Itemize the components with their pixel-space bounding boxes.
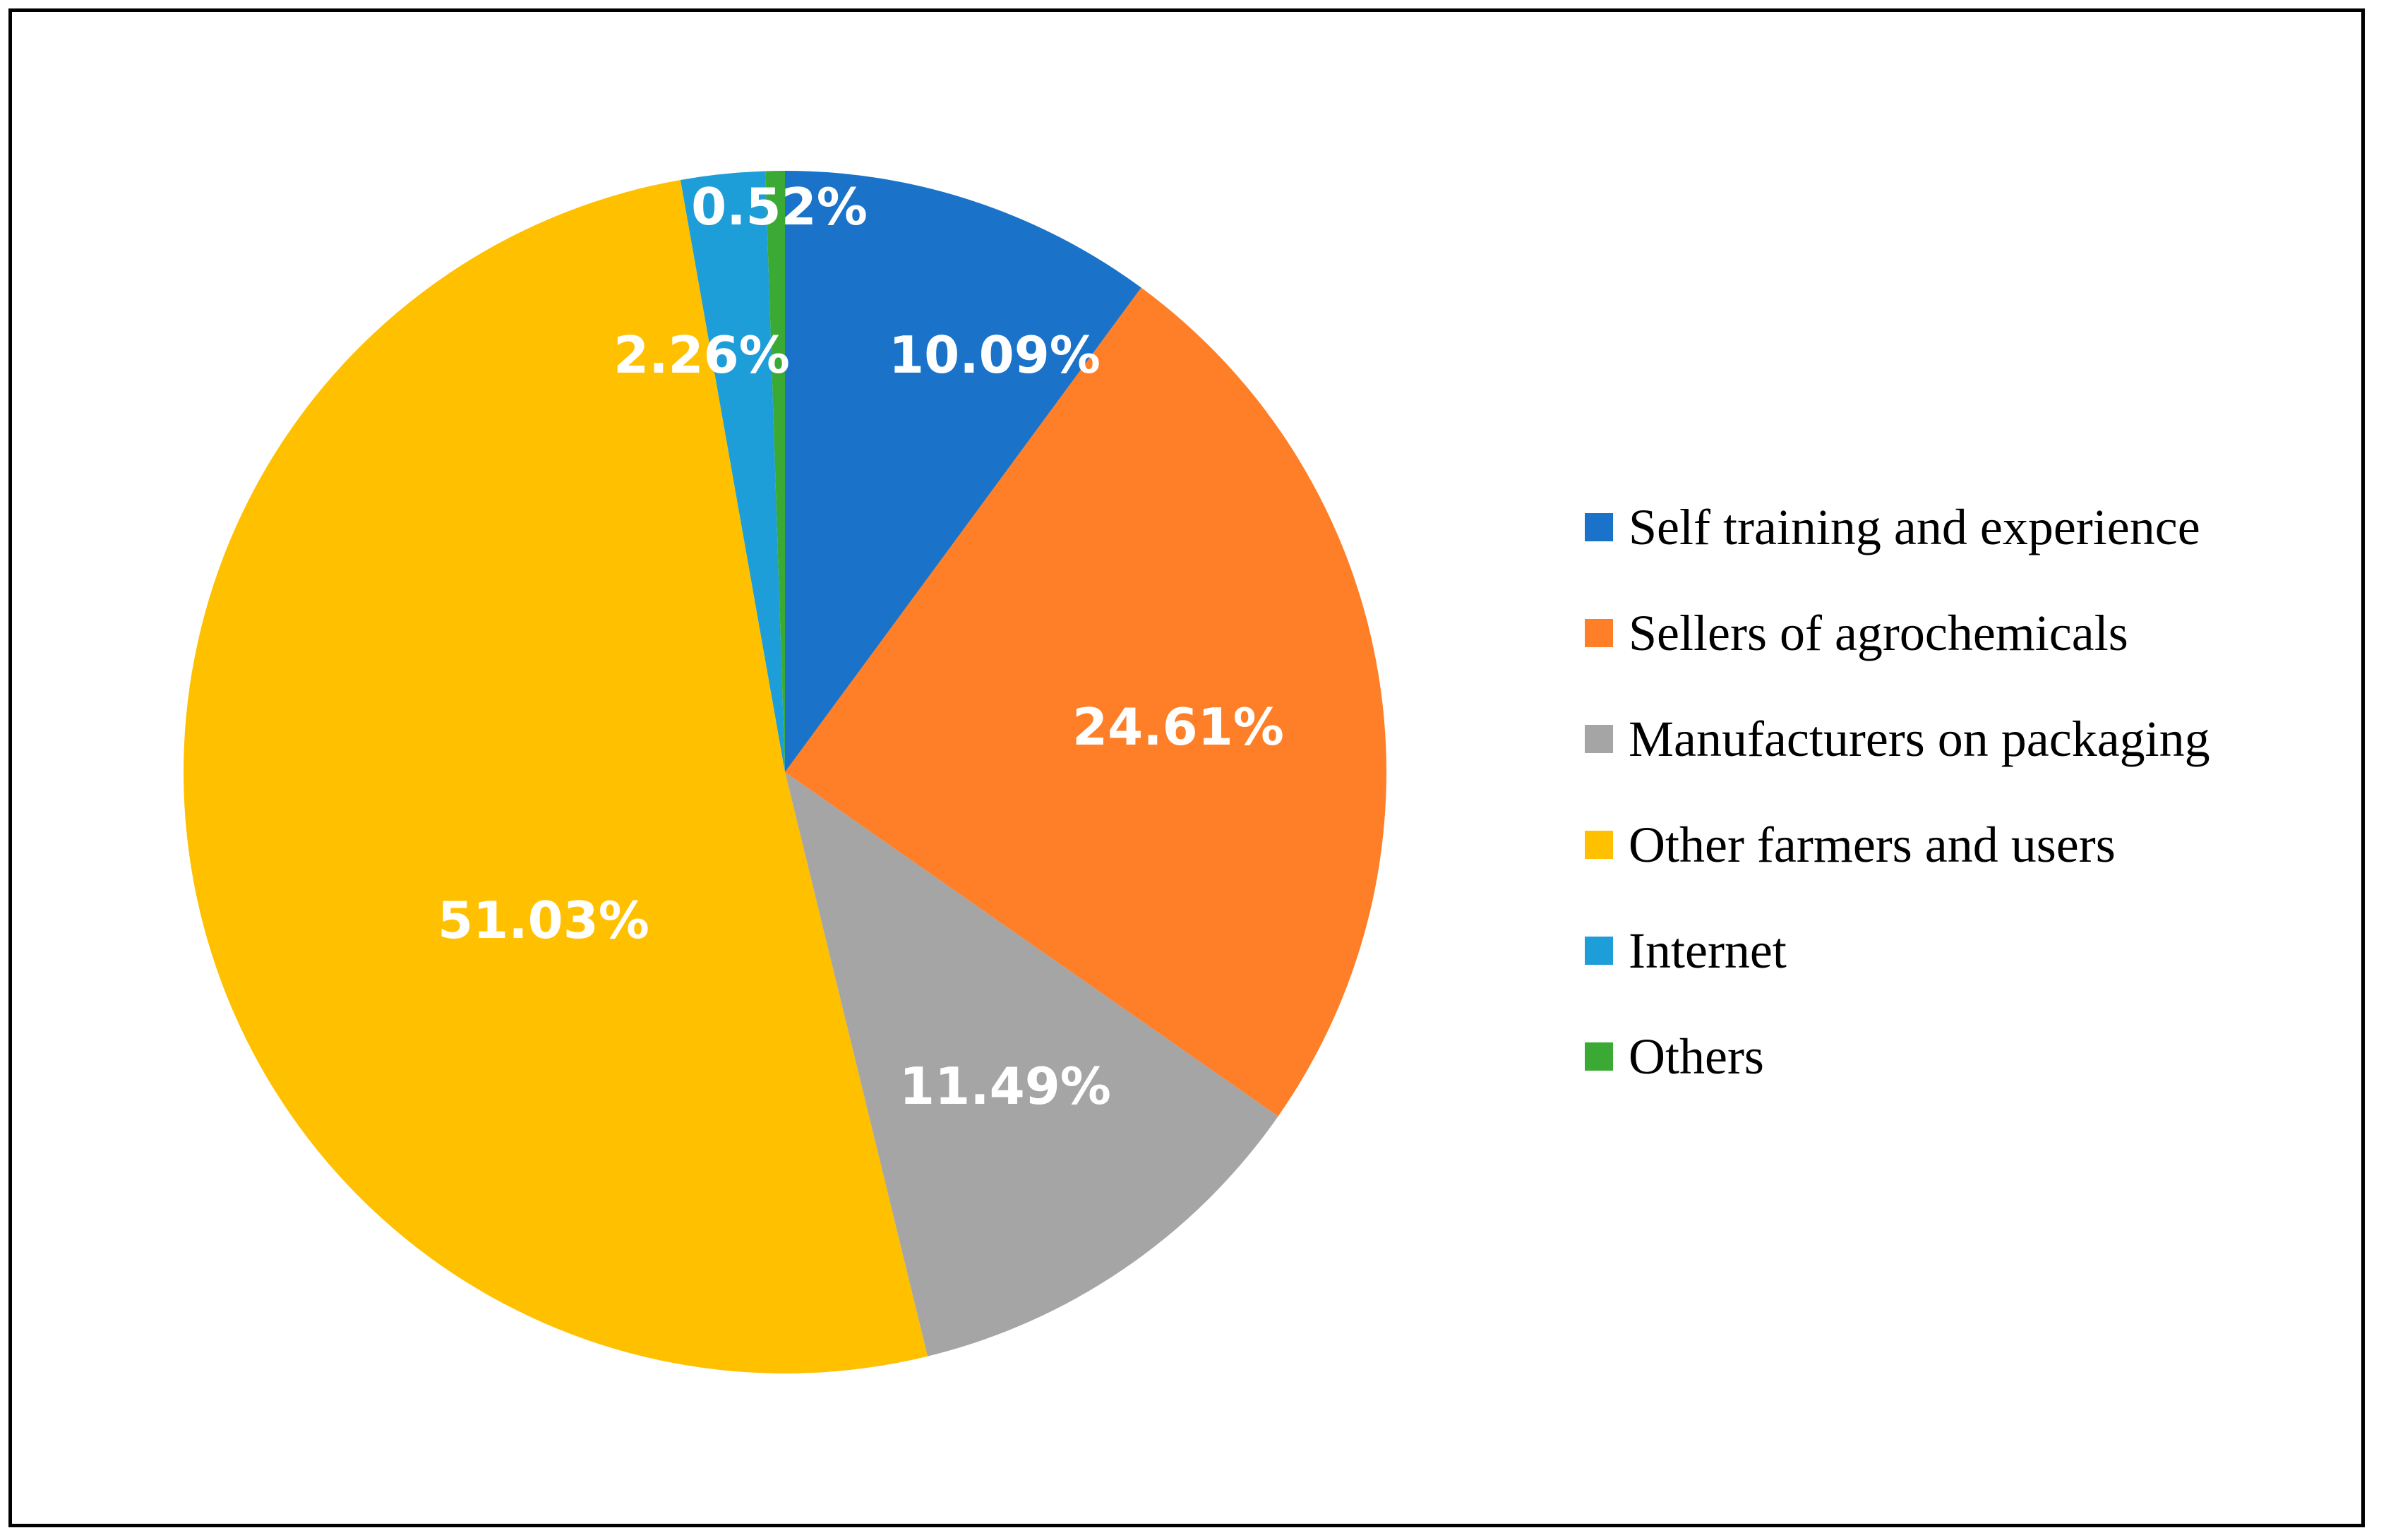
legend-item: Others xyxy=(1585,1004,2210,1109)
pie-slice-self-training-and-experience xyxy=(785,171,1141,772)
legend-label: Others xyxy=(1629,1028,1764,1085)
legend-item: Self training and experience xyxy=(1585,474,2210,580)
legend-item: Manufacturers on packaging xyxy=(1585,686,2210,792)
legend-swatch xyxy=(1585,831,1613,859)
legend-swatch xyxy=(1585,513,1613,541)
pie-slice-sellers-of-agrochemicals xyxy=(785,287,1387,1117)
pie-labels: 10.09% 24.61% 11.49% 51.03% 2.26% 0.52% xyxy=(438,177,1284,1116)
legend-swatch xyxy=(1585,1042,1613,1071)
pie-slice-manufacturers-on-packaging xyxy=(785,772,1278,1356)
legend-item: Other farmers and users xyxy=(1585,792,2210,898)
legend-label: Self training and experience xyxy=(1629,499,2200,555)
pie-chart: 10.09% 24.61% 11.49% 51.03% 2.26% 0.52% xyxy=(184,171,1387,1373)
data-label-others: 0.52% xyxy=(691,177,868,236)
data-label-sellers-of-agrochemicals: 24.61% xyxy=(1072,697,1284,757)
data-label-other-farmers-and-users: 51.03% xyxy=(438,891,649,950)
data-label-internet: 2.26% xyxy=(613,325,790,385)
legend-label: Other farmers and users xyxy=(1629,817,2116,873)
legend-item: Sellers of agrochemicals xyxy=(1585,580,2210,686)
legend-label: Manufacturers on packaging xyxy=(1629,711,2210,767)
legend-swatch xyxy=(1585,619,1613,647)
legend-swatch xyxy=(1585,937,1613,965)
data-label-manufacturers-on-packaging: 11.49% xyxy=(899,1057,1111,1116)
pie-slice-others xyxy=(765,171,785,772)
figure-frame: 10.09% 24.61% 11.49% 51.03% 2.26% 0.52% Self … xyxy=(8,8,2365,1527)
pie-slice-internet xyxy=(680,171,785,772)
legend-label: Internet xyxy=(1629,922,1787,979)
pie-slices xyxy=(184,171,1387,1373)
legend-item: Internet xyxy=(1585,898,2210,1004)
legend: Self training and experience Sellers of a… xyxy=(1585,474,2210,1109)
pie-slice-other-farmers-and-users xyxy=(184,179,928,1373)
legend-label: Sellers of agrochemicals xyxy=(1629,605,2128,661)
legend-swatch xyxy=(1585,725,1613,753)
data-label-self-training-and-experience: 10.09% xyxy=(889,325,1101,385)
